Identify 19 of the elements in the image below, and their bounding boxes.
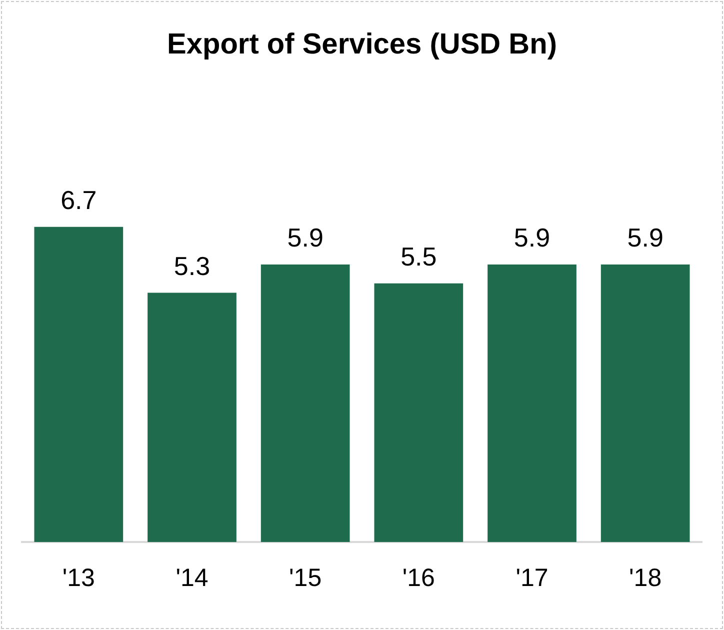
x-tick-label: '13: [62, 564, 95, 592]
bar: [260, 264, 350, 542]
x-tick-label: '15: [289, 564, 322, 592]
x-tick-label: '18: [629, 564, 662, 592]
data-label: 5.9: [287, 222, 324, 253]
data-label: 5.5: [400, 242, 437, 272]
x-tick-label: '16: [402, 564, 435, 592]
x-tick-label: '14: [176, 564, 208, 592]
x-tick-label: '17: [516, 564, 548, 592]
bar: [34, 226, 124, 542]
data-label: 5.9: [514, 222, 550, 253]
data-label: 5.3: [174, 250, 210, 281]
data-label: 6.7: [60, 185, 97, 216]
data-label: 5.9: [627, 222, 664, 253]
bar: [148, 292, 236, 542]
bar: [374, 283, 464, 542]
bar: [488, 264, 576, 542]
chart-title: Export of Services (USD Bn): [167, 28, 557, 60]
bar: [600, 264, 690, 542]
